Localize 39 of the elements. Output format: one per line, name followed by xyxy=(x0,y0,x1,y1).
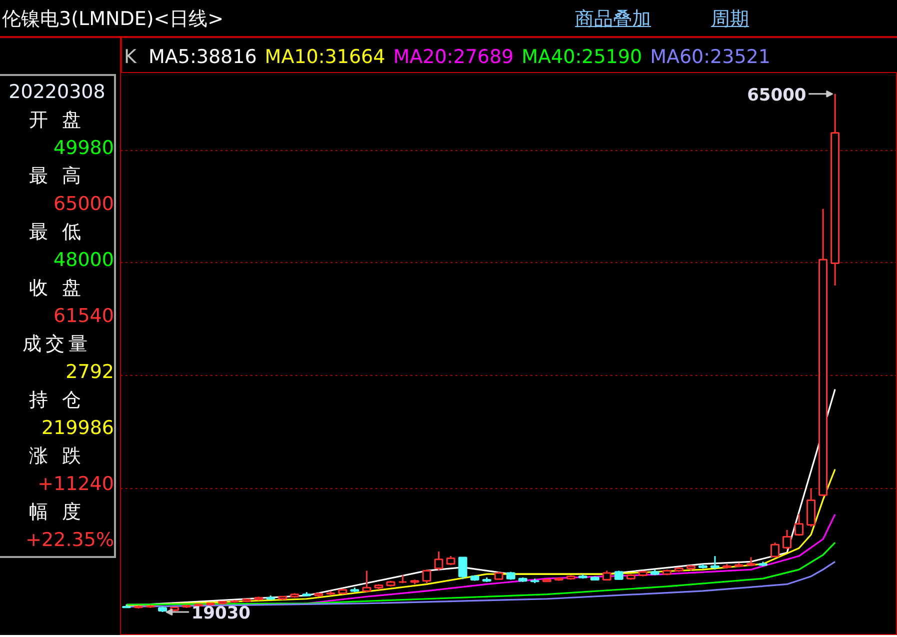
text: 开 盘 xyxy=(28,108,86,133)
text: 商品叠加 xyxy=(575,7,651,32)
text: MA40:25190 xyxy=(522,46,642,68)
candlestick xyxy=(446,555,456,566)
candlestick xyxy=(614,570,624,580)
text: K xyxy=(124,46,136,68)
annotation: 19030 xyxy=(191,604,251,624)
text: 最 高 xyxy=(28,164,86,189)
text: 49980 xyxy=(52,136,114,161)
text: +11240 xyxy=(36,472,114,497)
text: 48000 xyxy=(52,248,114,273)
text: 65000 xyxy=(52,192,114,217)
candlestick xyxy=(770,542,780,558)
text: 幅 度 xyxy=(28,500,86,525)
text: 收 盘 xyxy=(28,276,86,301)
text: 20220308 xyxy=(8,80,106,105)
candlestick xyxy=(794,513,804,536)
text: MA60:23521 xyxy=(650,46,770,68)
candlestick xyxy=(782,529,792,550)
candlestick xyxy=(602,570,612,582)
text: 最 低 xyxy=(28,220,86,245)
text: 涨 跌 xyxy=(28,444,86,469)
text: 周期 xyxy=(711,7,749,32)
candlestick xyxy=(434,550,444,572)
text: MA5:38816 xyxy=(148,46,257,68)
candlestick xyxy=(362,570,372,593)
text: 持 仓 xyxy=(28,388,86,413)
text: 成交量 xyxy=(22,332,92,357)
chart-title: 伦镍电3(LMNDE)<日线> xyxy=(2,7,224,32)
text: 219986 xyxy=(40,416,114,441)
candlestick xyxy=(710,555,720,570)
text: MA20:27689 xyxy=(393,46,514,68)
text: MA10:31664 xyxy=(264,46,386,68)
text: 61540 xyxy=(52,304,114,329)
candlestick xyxy=(458,556,468,580)
candlestick xyxy=(422,568,432,584)
text: 2792 xyxy=(64,360,114,385)
annotation: 65000 xyxy=(747,85,806,106)
text: +22.35% xyxy=(24,528,114,553)
